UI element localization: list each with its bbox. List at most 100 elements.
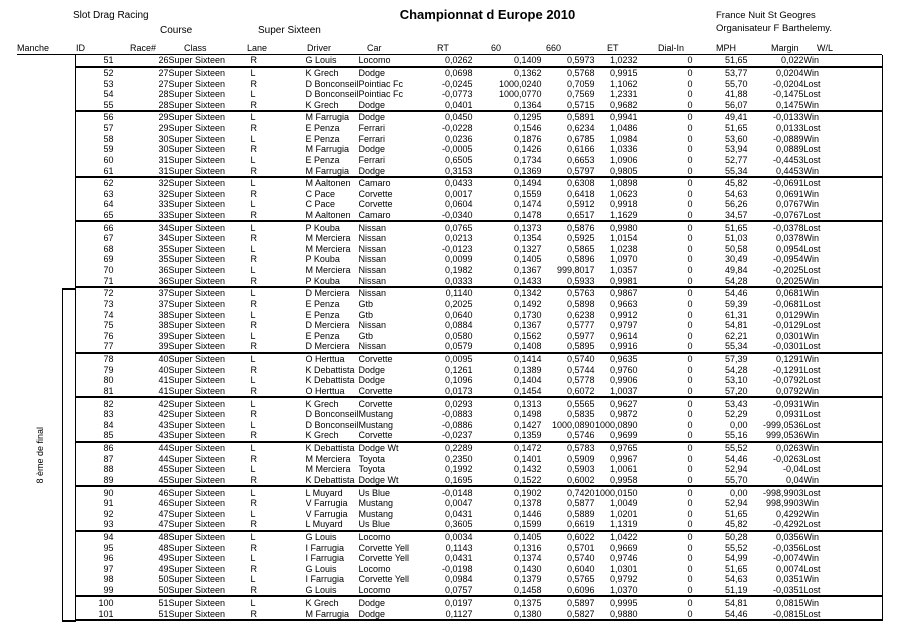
cell-cls: Super Sixteen — [168, 508, 226, 519]
cell-car: Us Blue — [358, 485, 431, 498]
cell-mph: 56,26 — [724, 199, 748, 210]
cell-t660: 0,5715 — [566, 99, 595, 110]
cell-driver: D Merciera — [305, 286, 359, 299]
cell-car: Gtb — [358, 309, 374, 320]
cell-t60: 0,1389 — [513, 364, 542, 375]
cell-race: 30 — [158, 144, 169, 155]
cell-id: 78 — [75, 351, 114, 365]
cell-et: 1,0422 — [594, 529, 638, 543]
cell-car: Corvette — [358, 351, 431, 365]
cell-t60: 0,1734 — [513, 154, 542, 165]
cell-rt: 0,0047 — [444, 498, 473, 509]
cell-id: 99 — [103, 585, 114, 596]
cell-dial: 0 — [637, 65, 693, 79]
cell-margin: 0,0204 — [747, 65, 804, 79]
cell-car: Dodge — [358, 99, 386, 110]
cell-mph: 55,52 — [692, 440, 748, 454]
cell-mph: 51,65 — [724, 508, 748, 519]
cell-wl: Win — [803, 474, 820, 485]
cell-race: 33 — [158, 210, 169, 221]
cell-mph: 52,77 — [724, 154, 748, 165]
table-row: 52 27 Super Sixteen L K Grech Dodge 0,0698 0,13… — [75, 65, 883, 79]
cell-et: 0,9981 — [609, 275, 638, 286]
cell-race: 36 — [158, 275, 169, 286]
cell-et: 0,9765 — [594, 440, 638, 454]
cell-et: 0,9941 — [594, 110, 638, 123]
cell-et: 1,1319 — [609, 519, 638, 530]
cell-t660: 0,6517 — [566, 210, 595, 221]
table-row: 68 35 Super Sixteen L M Merciera Nissan -0,012… — [76, 244, 883, 255]
cell-dial: 0 — [637, 286, 693, 299]
cell-rt: 0,1992 — [444, 464, 473, 475]
cell-cls: Super Sixteen — [168, 89, 226, 100]
cell-t60: 0,1409 — [513, 55, 542, 66]
cell-et: 0,9867 — [594, 286, 638, 299]
cell-car: Dodge Wt — [358, 440, 431, 454]
cell-mph: 54,99 — [724, 553, 748, 564]
column-header-mph: MPH — [716, 43, 736, 53]
cell-t60: 0,1404 — [513, 375, 542, 386]
cell-dial: 0 — [687, 574, 693, 585]
table-row: 70 36 Super Sixteen L M Merciera Nissan 0,1982… — [76, 265, 883, 276]
cell-et: 0,9805 — [609, 165, 638, 176]
cell-race: 35 — [158, 243, 169, 254]
table-row: 71 36 Super Sixteen R P Kouba Nissan 0,0333 0,1… — [76, 275, 883, 287]
cell-et: 0,9995 — [594, 595, 638, 609]
cell-mph: 55,52 — [724, 542, 748, 553]
cell-driver: K Debattista — [305, 375, 355, 386]
cell-margin: -0,0263 — [772, 453, 804, 464]
cell-dial: 0 — [687, 133, 693, 144]
cell-race: 27 — [158, 78, 169, 89]
cell-et: 1,0906 — [609, 154, 638, 165]
cell-driver: K Grech — [305, 99, 339, 110]
cell-driver: M Merciera — [305, 233, 351, 244]
cell-id: 76 — [103, 330, 114, 341]
cell-driver: K Grech — [305, 430, 339, 441]
cell-t60: 0,1378 — [513, 498, 542, 509]
cell-car: Corvette Yell — [358, 542, 410, 553]
cell-t60: 0,1364 — [513, 99, 542, 110]
cell-dial: 0 — [687, 144, 693, 155]
cell-lane: R — [250, 585, 258, 596]
cell-mph: 54,63 — [724, 188, 748, 199]
cell-cls: Super Sixteen — [168, 341, 226, 352]
cell-cls: Super Sixteen — [168, 144, 226, 155]
cell-margin: -0,0351 — [772, 585, 804, 596]
cell-dial: 0 — [687, 474, 693, 485]
cell-driver: K Debattista — [305, 364, 355, 375]
cell-car: Toyota — [358, 453, 386, 464]
cell-et: 1,1062 — [609, 78, 638, 89]
table-row: 95 48 Super Sixteen R I Farrugia Corvette Yel… — [76, 542, 883, 553]
cell-mph: 54,46 — [692, 286, 748, 299]
cell-t660: 0,5877 — [566, 498, 595, 509]
table-row: 53 27 Super Sixteen R D Bonconseil Pointiac F… — [76, 78, 883, 89]
cell-mph: 54,28 — [724, 275, 748, 286]
cell-race: 32 — [158, 188, 169, 199]
cell-lane: L — [250, 574, 256, 585]
cell-et: 1,0154 — [609, 233, 638, 244]
cell-race: 26 — [158, 55, 169, 66]
cell-t60: 0,1408 — [513, 341, 542, 352]
cell-driver: M Merciera — [305, 265, 351, 276]
cell-race: 36 — [158, 265, 169, 276]
cell-t660: 0,5763 — [541, 286, 595, 299]
cell-margin: -0,0356 — [772, 542, 804, 553]
cell-rt: 0,1140 — [430, 286, 473, 299]
cell-car: Dodge — [358, 110, 431, 123]
cell-race: 34 — [158, 233, 169, 244]
cell-id: 62 — [75, 175, 114, 189]
cell-t60: 0,1316 — [513, 542, 542, 553]
cell-mph: 49,84 — [724, 265, 748, 276]
cell-id: 74 — [103, 309, 114, 320]
table-row: 98 50 Super Sixteen L I Farrugia Corvette Yel… — [76, 574, 883, 585]
cell-wl: Lost — [803, 464, 821, 475]
cell-mph: 53,60 — [724, 133, 748, 144]
cell-car: Nissan — [358, 286, 431, 299]
cell-lane: L — [250, 220, 306, 233]
cell-t660: 0,6785 — [566, 133, 595, 144]
cell-t60: 0,1474 — [513, 199, 542, 210]
cell-cls: Super Sixteen — [168, 419, 226, 430]
cell-race: 28 — [158, 89, 169, 100]
cell-t660: 0,5895 — [566, 341, 595, 352]
cell-car: Mustang — [358, 508, 394, 519]
